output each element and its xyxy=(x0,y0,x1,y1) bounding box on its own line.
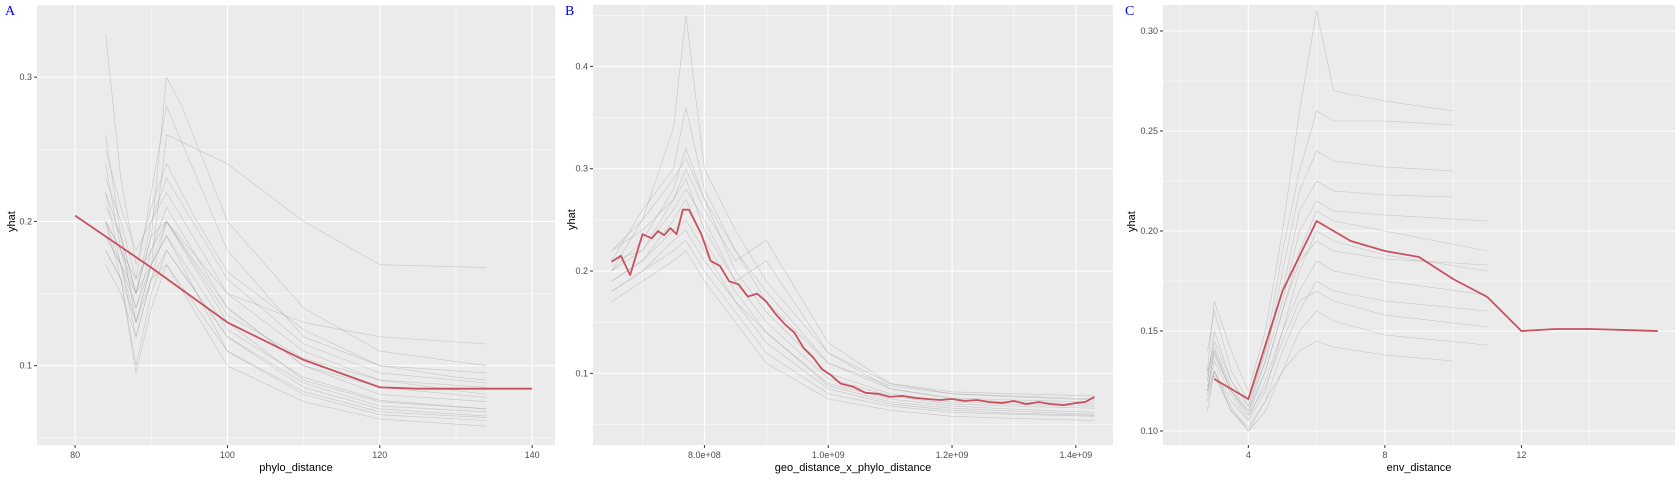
ice-line xyxy=(105,134,487,309)
ice-line xyxy=(1207,290,1488,416)
x-tick-label: 80 xyxy=(70,450,80,460)
ice-line xyxy=(1207,240,1488,412)
x-tick-label: 1.2e+09 xyxy=(936,450,969,460)
x-tick-label: 4 xyxy=(1246,450,1251,460)
x-tick-label: 12 xyxy=(1516,450,1526,460)
plot-background xyxy=(37,5,555,445)
xlabel-b: geo_distance_x_phylo_distance xyxy=(774,462,932,474)
x-tick-label: 100 xyxy=(220,450,235,460)
chart-c: 4 8 12 0.10 0.15 0.20 0.25 0.30 xyxy=(1140,5,1675,460)
panel-tag-a: A xyxy=(5,4,16,19)
y-tick-label: 0.1 xyxy=(575,368,588,378)
x-tick-label: 120 xyxy=(372,450,387,460)
y-tick-label: 0.30 xyxy=(1140,26,1158,36)
ice-line xyxy=(611,14,1095,400)
ice-line xyxy=(1207,150,1454,412)
ylabel-b: yhat xyxy=(566,209,578,230)
y-tick-label: 0.25 xyxy=(1140,126,1158,136)
ice-line xyxy=(105,206,487,398)
ice-line xyxy=(105,235,487,421)
ice-line xyxy=(105,105,487,374)
x-tick-label: 140 xyxy=(525,450,540,460)
ice-line xyxy=(105,221,487,388)
major-grid xyxy=(593,5,1113,445)
ice-line xyxy=(1207,110,1454,402)
chart-a: 80 100 120 140 0.1 0.2 0.3 xyxy=(19,4,555,460)
y-tick-label: 0.2 xyxy=(575,266,588,276)
ice-line xyxy=(105,221,487,345)
pdp-line xyxy=(1213,220,1658,400)
ice-line xyxy=(611,178,1095,403)
ice-line xyxy=(105,33,487,381)
ice-line xyxy=(1207,260,1488,420)
panel-tag-c: C xyxy=(1125,4,1135,19)
minor-grid xyxy=(593,5,1113,445)
y-tick-label: 0.3 xyxy=(575,164,588,174)
y-tick-label: 0.15 xyxy=(1140,326,1158,336)
panel-c: 4 8 12 0.10 0.15 0.20 0.25 0.30 C yhat env_dist… xyxy=(1120,0,1680,480)
plot-background xyxy=(593,5,1113,445)
ice-line xyxy=(611,250,1095,421)
ice-line xyxy=(611,107,1095,405)
ice-line xyxy=(105,249,487,413)
ice-line xyxy=(611,158,1095,401)
y-tick-label: 0.4 xyxy=(575,61,588,71)
pdp-line xyxy=(611,208,1095,407)
x-tick-label: 1.4e+09 xyxy=(1059,450,1092,460)
ylabel-c: yhat xyxy=(1126,211,1138,232)
xlabel-a: phylo_distance xyxy=(259,462,333,474)
ice-line xyxy=(611,188,1095,409)
ice-line xyxy=(105,163,487,402)
panel-a: 80 100 120 140 0.1 0.2 0.3 A yhat phylo_distan… xyxy=(0,0,560,480)
ice-line xyxy=(611,199,1095,415)
ice-line xyxy=(1207,10,1454,392)
y-tick-label: 0.20 xyxy=(1140,226,1158,236)
ice-line xyxy=(1207,210,1488,416)
ice-line xyxy=(611,240,1095,417)
x-tick-label: 8 xyxy=(1382,450,1387,460)
panel-b: 8.0e+08 1.0e+09 1.2e+09 1.4e+09 0.1 0.2 0.3 0.4… xyxy=(560,0,1120,480)
ice-line xyxy=(105,192,487,395)
ice-line xyxy=(1207,310,1488,432)
major-grid xyxy=(37,5,555,445)
major-grid xyxy=(1163,5,1675,445)
ice-line xyxy=(105,76,487,366)
ylabel-a: yhat xyxy=(6,211,18,232)
ice-line xyxy=(105,221,487,417)
xlabel-c: env_distance xyxy=(1386,462,1452,474)
ice-line xyxy=(1207,340,1454,428)
ice-line xyxy=(1207,230,1488,422)
pdp-line xyxy=(74,214,533,390)
ice-line xyxy=(1207,200,1488,406)
ice-line xyxy=(105,192,487,410)
ice-line xyxy=(105,250,487,427)
ice-line xyxy=(611,168,1095,397)
ice-line xyxy=(611,219,1095,413)
x-tick-label: 8.0e+08 xyxy=(688,450,721,460)
minor-grid xyxy=(37,4,555,445)
ice-line xyxy=(105,149,487,384)
ice-line xyxy=(611,229,1095,416)
y-tick-label: 0.3 xyxy=(19,72,32,82)
ice-line xyxy=(1207,280,1488,432)
chart-b: 8.0e+08 1.0e+09 1.2e+09 1.4e+09 0.1 0.2 0.3 0.4 xyxy=(575,5,1113,460)
plot-background xyxy=(1163,5,1675,445)
x-tick-label: 1.0e+09 xyxy=(812,450,845,460)
panel-tag-b: B xyxy=(565,4,575,19)
y-tick-label: 0.1 xyxy=(19,361,32,371)
ice-line xyxy=(105,250,487,418)
y-tick-label: 0.2 xyxy=(19,216,32,226)
y-tick-label: 0.10 xyxy=(1140,426,1158,436)
ice-line xyxy=(105,192,487,410)
ice-line xyxy=(611,148,1095,407)
